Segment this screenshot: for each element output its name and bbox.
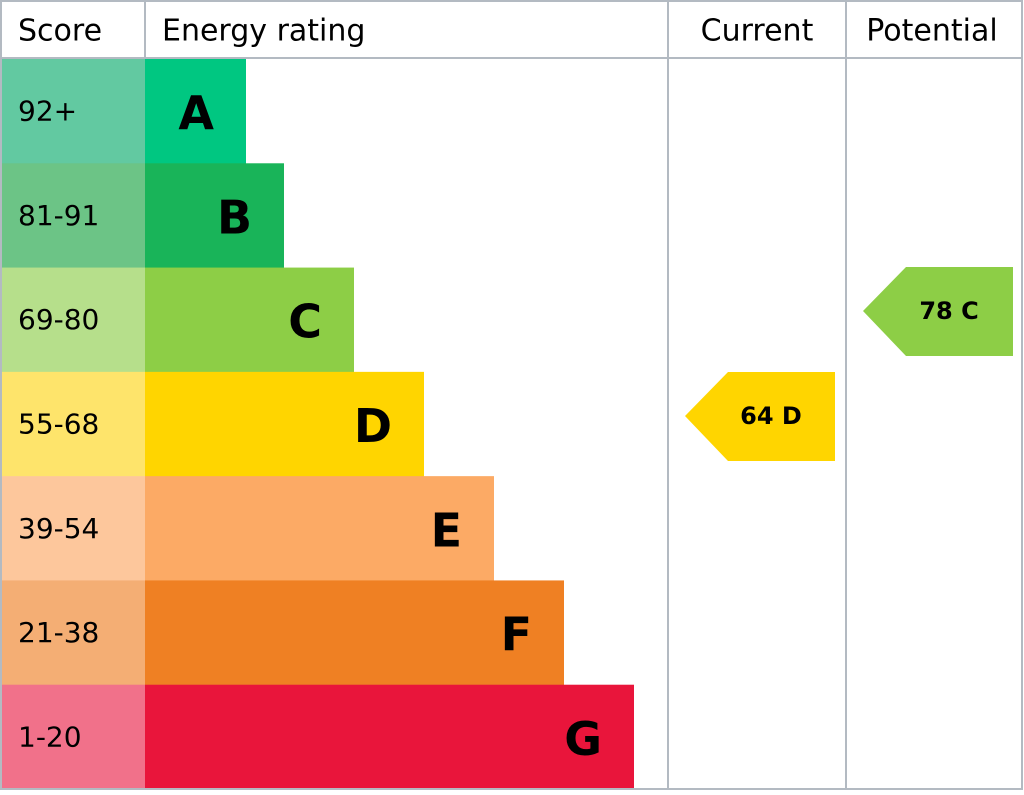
current-label: 64 D: [740, 402, 802, 430]
rating-letter: E: [431, 503, 462, 557]
rating-bar: [145, 476, 494, 581]
score-cell: [1, 267, 145, 373]
rating-letter: G: [564, 712, 602, 766]
score-label: 21-38: [18, 616, 99, 649]
header-potential: Potential: [866, 14, 997, 49]
score-cell: [1, 476, 145, 581]
current-arrow: [685, 372, 835, 461]
score-label: 69-80: [18, 303, 99, 336]
score-label: 81-91: [18, 199, 99, 232]
rating-letter: D: [354, 399, 392, 453]
score-cell: [1, 371, 145, 477]
rating-bar: [145, 684, 634, 790]
rating-bar: [145, 371, 424, 477]
rating-bar: [145, 580, 564, 686]
score-cell: [1, 163, 145, 269]
rating-letter: B: [217, 190, 252, 244]
bands: 92+ A 81-91 B 69-80 C 55-68 D 39-54 E 21-38 F 1-20 G: [1, 59, 634, 790]
score-cell: [1, 684, 145, 790]
potential-label: 78 C: [919, 297, 978, 325]
rating-letter: C: [288, 295, 322, 349]
score-label: 39-54: [18, 512, 99, 545]
score-label: 92+: [18, 95, 77, 128]
score-label: 55-68: [18, 408, 99, 441]
header-current: Current: [701, 14, 814, 49]
rating-bar: [145, 267, 354, 373]
score-label: 1-20: [18, 720, 82, 753]
header-rating: Energy rating: [162, 14, 365, 49]
potential-arrow: [863, 267, 1013, 356]
rating-bar: [145, 59, 246, 164]
score-cell: [1, 580, 145, 686]
rating-letter: F: [501, 608, 532, 662]
rating-letter: A: [178, 86, 214, 140]
header-score: Score: [18, 14, 102, 49]
rating-bar: [145, 163, 284, 269]
score-cell: [1, 59, 145, 164]
